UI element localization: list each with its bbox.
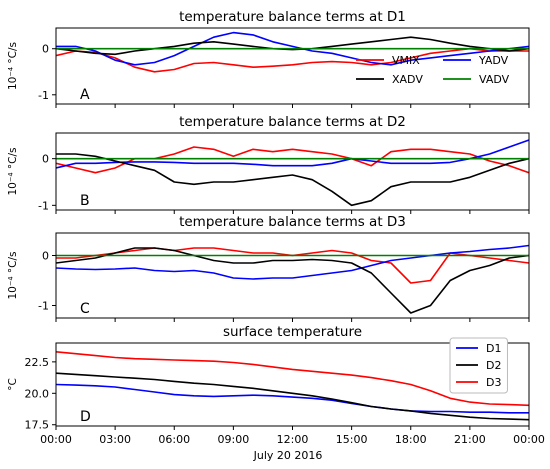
legend-label: D1 <box>486 342 501 355</box>
series-line-d2 <box>56 372 529 421</box>
series-line-yadv <box>56 31 529 66</box>
legend-label: VADV <box>479 73 510 86</box>
legend: VMIX YADV XADV VADV <box>356 54 510 86</box>
legend-label: XADV <box>392 73 423 86</box>
plot-frame <box>55 27 530 105</box>
legend-label: VMIX <box>392 54 420 67</box>
plot-frame <box>55 232 530 319</box>
y-tick-label: 0 <box>42 43 49 56</box>
series-line-xadv <box>56 36 529 56</box>
panel-b: temperature balance terms at D2 -1 0 10⁻⁴ °… <box>7 114 530 214</box>
legend-item-vmix: VMIX <box>356 54 420 67</box>
legend-item-vadv: VADV <box>443 73 510 86</box>
series-group <box>56 139 529 207</box>
x-tick-label: 00:00 <box>40 433 72 446</box>
legend-item-xadv: XADV <box>356 73 423 86</box>
series-group <box>56 351 529 421</box>
panel-title: temperature balance terms at D3 <box>179 214 406 230</box>
y-tick-label: 22.5 <box>25 356 50 369</box>
panel-title: temperature balance terms at D2 <box>179 114 406 130</box>
panel-d: surface temperature 17.5 20.0 22.5 00:00 03:0… <box>7 324 545 446</box>
y-tick-label: -1 <box>38 89 49 102</box>
panel-title: temperature balance terms at D1 <box>179 9 406 25</box>
legend-item-d2: D2 <box>456 359 501 372</box>
panel-label: C <box>80 301 90 317</box>
x-tick-label: 18:00 <box>395 433 427 446</box>
legend-item-d3: D3 <box>456 376 501 389</box>
series-line-xadv <box>56 247 529 314</box>
legend-label: D2 <box>486 359 501 372</box>
panel-label: B <box>80 193 90 209</box>
x-tick-label: 03:00 <box>99 433 131 446</box>
y-axis-label: 10⁻⁴ °C/s <box>7 147 19 195</box>
series-line-d3 <box>56 351 529 407</box>
series-line-vmix <box>56 146 529 174</box>
panel-c: temperature balance terms at D3 -1 0 10⁻⁴ °… <box>7 214 530 322</box>
x-tick-label: 12:00 <box>277 433 309 446</box>
x-tick-label: 21:00 <box>454 433 486 446</box>
y-axis-label: °C <box>7 378 19 391</box>
legend-item-yadv: YADV <box>443 54 509 67</box>
series-line-yadv <box>56 244 529 280</box>
x-tick-label: 00:00 <box>513 433 545 446</box>
x-axis-label: July 20 2016 <box>253 449 323 462</box>
legend-item-d1: D1 <box>456 342 501 355</box>
series-line-vmix <box>56 47 529 73</box>
series-group <box>56 244 529 314</box>
y-axis-label: 10⁻⁴ °C/s <box>7 42 19 90</box>
y-tick-label: 17.5 <box>25 419 50 432</box>
panel-label: D <box>80 409 91 425</box>
series-line-xadv <box>56 153 529 207</box>
y-tick-label: -1 <box>38 199 49 212</box>
panel-a: temperature balance terms at D1 -1 0 10⁻⁴ °… <box>7 9 530 108</box>
plot-frame <box>55 132 530 211</box>
y-tick-label: 0 <box>42 250 49 263</box>
panel-label: A <box>80 87 90 103</box>
legend: D1 D2 D3 <box>456 342 501 389</box>
legend-label: D3 <box>486 376 501 389</box>
y-tick-label: -1 <box>38 300 49 313</box>
x-tick-label: 09:00 <box>218 433 250 446</box>
x-tick-label: 06:00 <box>158 433 190 446</box>
y-tick-label: 0 <box>42 153 49 166</box>
legend-box <box>449 337 508 394</box>
x-tick-label: 15:00 <box>336 433 368 446</box>
series-group <box>56 31 529 73</box>
y-axis-label: 10⁻⁴ °C/s <box>7 251 19 299</box>
panel-title: surface temperature <box>223 324 362 340</box>
y-tick-label: 20.0 <box>25 387 50 400</box>
series-line-yadv <box>56 139 529 169</box>
series-line-d1 <box>56 383 529 414</box>
legend-label: YADV <box>478 54 509 67</box>
